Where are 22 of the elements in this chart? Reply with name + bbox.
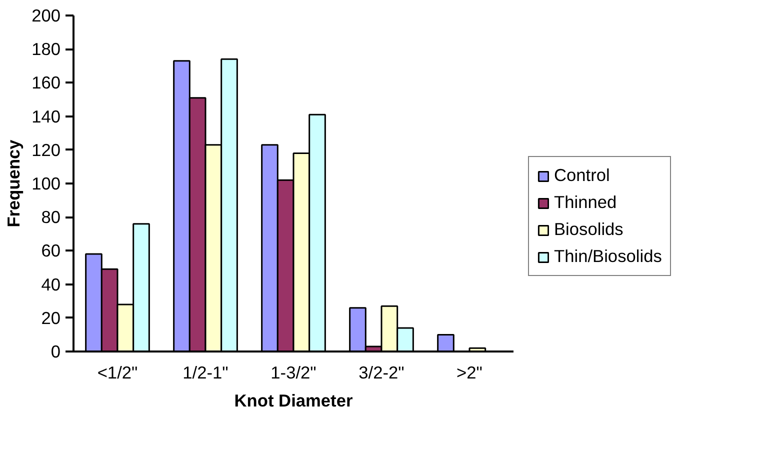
y-axis-title: Frequency [4, 139, 24, 228]
y-tick-label: 40 [41, 274, 61, 294]
legend-label: Biosolids [554, 219, 624, 240]
legend-label: Thinned [554, 192, 617, 213]
x-tick-label: 3/2-2" [358, 362, 404, 382]
y-tick-label: 0 [50, 342, 61, 362]
y-tick-label: 20 [41, 308, 61, 328]
legend-label: Thin/Biosolids [554, 246, 662, 267]
x-tick-label: >2" [456, 362, 482, 382]
y-tick-label: 160 [32, 72, 61, 93]
x-tick-label: 1-3/2" [270, 362, 316, 382]
x-tick-label: 1/2-1" [182, 362, 228, 382]
y-tick-label: 80 [41, 207, 61, 228]
x-axis-title: Knot Diameter [234, 390, 353, 410]
y-tick-label: 180 [32, 39, 61, 60]
y-tick-label: 200 [32, 6, 61, 26]
x-tick-label: <1/2" [97, 362, 138, 382]
legend-label: Control [554, 165, 610, 186]
y-tick-label: 140 [32, 106, 61, 126]
y-tick-label: 60 [41, 240, 61, 261]
y-tick-label: 100 [32, 174, 61, 194]
y-tick-label: 120 [32, 140, 61, 160]
